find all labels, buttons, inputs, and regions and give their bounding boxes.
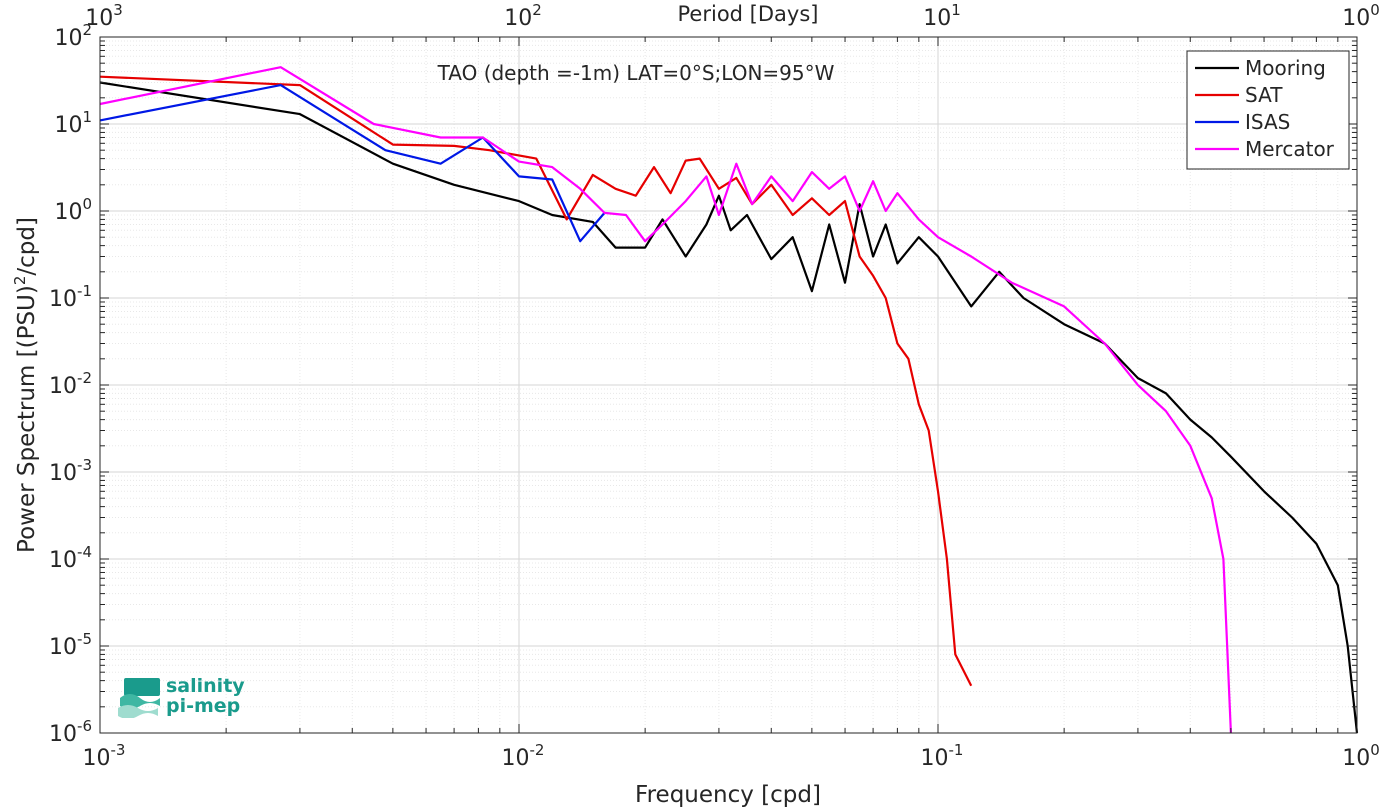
y-tick-label: 10-1 (49, 282, 92, 312)
legend-label: Mercator (1245, 137, 1335, 161)
y-axis-title: Power Spectrum [(PSU)2/cpd] (11, 217, 40, 553)
y-tick-label: 102 (54, 21, 92, 51)
series-line-mooring (99, 81, 1359, 734)
logo-line-2: pi-mep (166, 695, 241, 717)
chart-title: TAO (depth =-1m) LAT=0°S;LON=95°W (437, 61, 835, 85)
legend-label: Mooring (1245, 56, 1326, 80)
legend-label: SAT (1245, 83, 1283, 107)
y-tick-label: 10-3 (49, 456, 92, 486)
tick-marks (99, 37, 1357, 734)
legend: Mooring SAT ISAS Mercator (1186, 50, 1350, 170)
salinity-pi-mep-logo-icon (116, 676, 162, 719)
series-lines (99, 66, 1359, 734)
y-tick-label: 10-4 (49, 543, 92, 573)
top-x-axis-title: Period [Days] (678, 2, 819, 26)
x-axis-title: Frequency [cpd] (635, 782, 821, 808)
y-tick-label: 101 (54, 108, 92, 138)
legend-label: ISAS (1245, 110, 1290, 134)
y-tick-label: 10-5 (49, 630, 92, 660)
grid (99, 37, 1357, 734)
series-line-sat (99, 75, 973, 687)
y-tick-label: 10-6 (49, 717, 92, 747)
top-x-tick-label: 103 (85, 1, 123, 31)
x-tick-label: 10-2 (502, 741, 545, 771)
top-x-tick-label: 102 (504, 1, 542, 31)
y-axis-title-main: Power Spectrum [(PSU) (14, 285, 40, 553)
y-axis-title-sup: 2 (11, 276, 29, 286)
top-x-tick-label: 101 (923, 1, 961, 31)
x-tick-label: 100 (1342, 741, 1380, 771)
y-tick-label: 10-2 (49, 369, 92, 399)
series-line-mercator (99, 66, 1232, 734)
y-axis-title-tail: /cpd] (14, 217, 40, 276)
logo-line-1: salinity (166, 675, 245, 697)
y-tick-label: 100 (54, 195, 92, 225)
x-tick-label: 10-3 (83, 741, 126, 771)
top-x-tick-label: 100 (1342, 1, 1380, 31)
logo-text: salinity pi-mep (166, 676, 245, 716)
x-tick-label: 10-1 (921, 741, 964, 771)
